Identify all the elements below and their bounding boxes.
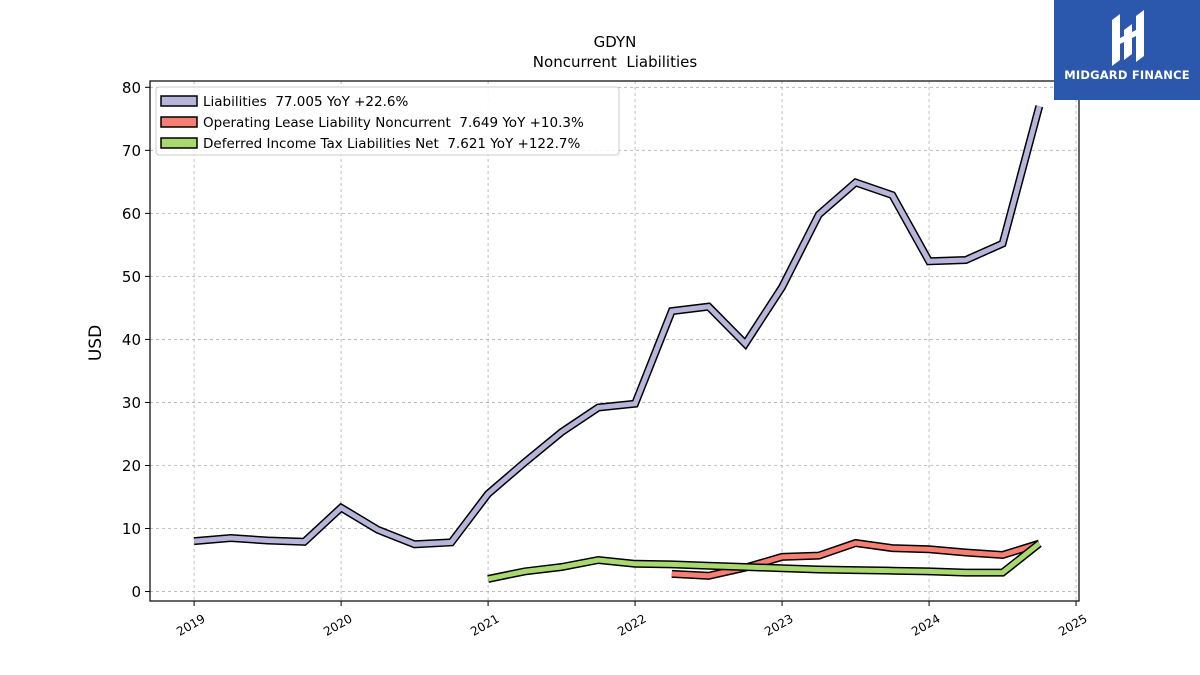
y-axis-label: USD — [86, 325, 106, 361]
y-tick-label: 20 — [122, 457, 141, 475]
legend-swatch-3 — [160, 137, 198, 149]
x-tick-label: 2021 — [468, 611, 501, 638]
series-line-3 — [487, 541, 1041, 582]
series-lines — [193, 105, 1044, 583]
brand-logo-text: MIDGARD FINANCE — [1064, 68, 1190, 82]
x-tick-label: 2025 — [1056, 611, 1089, 638]
y-tick-label: 40 — [122, 331, 141, 349]
legend-swatch-1 — [160, 95, 198, 107]
legend: Liabilities 77.005 YoY +22.6% Operating L… — [155, 86, 620, 156]
brand-logo: MIDGARD FINANCE — [1054, 0, 1200, 100]
y-tick-label: 70 — [122, 142, 141, 160]
y-tick-label: 80 — [122, 79, 141, 97]
plot-frame — [149, 80, 1080, 602]
x-tick-label: 2023 — [762, 611, 795, 638]
legend-label-3: Deferred Income Tax Liabilities Net 7.62… — [203, 136, 580, 152]
grid-lines — [150, 81, 1079, 601]
legend-swatch-2 — [160, 116, 198, 128]
axes: 0 10 20 30 40 50 60 70 80 2019 2020 2021 2022 2023 202… — [122, 79, 1090, 639]
midgard-logo-icon — [1112, 10, 1144, 66]
y-tick-label: 50 — [122, 268, 141, 286]
x-tick-label: 2024 — [909, 611, 942, 638]
legend-box — [155, 86, 620, 156]
y-tick-label: 10 — [122, 520, 141, 538]
x-tick-label: 2020 — [321, 611, 354, 638]
y-tick-label: 60 — [122, 205, 141, 223]
x-tick-label: 2022 — [615, 611, 648, 638]
chart-subtitle: Noncurrent Liabilities — [533, 53, 698, 71]
legend-label-1: Liabilities 77.005 YoY +22.6% — [203, 94, 408, 110]
series-line-outline-1 — [193, 105, 1044, 549]
x-tick-label: 2019 — [174, 611, 207, 638]
series-line-1 — [193, 105, 1042, 547]
chart-title: GDYN — [594, 33, 637, 51]
y-tick-label: 30 — [122, 394, 141, 412]
y-tick-label: 0 — [131, 583, 141, 601]
legend-label-2: Operating Lease Liability Noncurrent 7.6… — [203, 115, 584, 131]
